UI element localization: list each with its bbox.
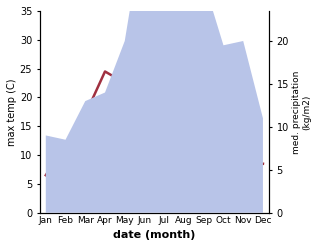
Y-axis label: max temp (C): max temp (C): [7, 78, 17, 145]
X-axis label: date (month): date (month): [113, 230, 196, 240]
Y-axis label: med. precipitation
(kg/m2): med. precipitation (kg/m2): [292, 70, 311, 154]
